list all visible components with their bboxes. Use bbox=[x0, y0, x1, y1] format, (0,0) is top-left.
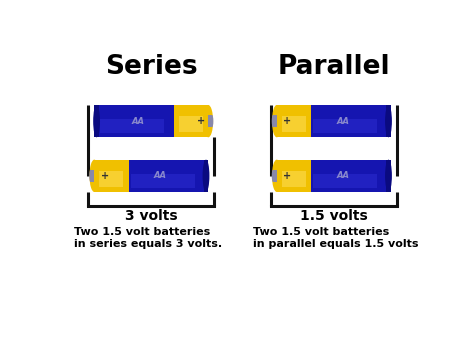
Bar bbox=[94, 160, 208, 192]
Text: AA: AA bbox=[154, 171, 167, 180]
Bar bbox=[282, 171, 306, 187]
Bar bbox=[94, 105, 99, 137]
Ellipse shape bbox=[93, 105, 100, 137]
Bar bbox=[386, 105, 391, 137]
Bar bbox=[277, 160, 311, 192]
Ellipse shape bbox=[272, 115, 274, 127]
Bar bbox=[313, 174, 377, 188]
Ellipse shape bbox=[203, 105, 213, 137]
Text: 1.5 volts: 1.5 volts bbox=[300, 209, 368, 223]
Text: AA: AA bbox=[132, 117, 145, 126]
Bar bbox=[204, 160, 208, 192]
Ellipse shape bbox=[272, 170, 274, 182]
Bar bbox=[100, 119, 164, 133]
Bar bbox=[94, 105, 208, 137]
Bar bbox=[277, 105, 311, 137]
Bar bbox=[273, 170, 277, 182]
Bar bbox=[277, 160, 391, 192]
Bar bbox=[94, 160, 128, 192]
Ellipse shape bbox=[211, 115, 213, 127]
Bar bbox=[273, 115, 277, 127]
Ellipse shape bbox=[385, 105, 392, 137]
Ellipse shape bbox=[90, 160, 99, 192]
Ellipse shape bbox=[272, 160, 282, 192]
Bar bbox=[282, 116, 306, 132]
Text: Parallel: Parallel bbox=[277, 54, 390, 80]
Text: +: + bbox=[100, 171, 109, 181]
Text: AA: AA bbox=[337, 171, 349, 180]
Bar bbox=[277, 105, 391, 137]
Text: Two 1.5 volt batteries
in parallel equals 1.5 volts: Two 1.5 volt batteries in parallel equal… bbox=[253, 228, 419, 249]
Ellipse shape bbox=[202, 160, 210, 192]
Ellipse shape bbox=[89, 170, 91, 182]
Bar bbox=[100, 171, 123, 187]
Bar bbox=[208, 115, 212, 127]
Ellipse shape bbox=[385, 160, 392, 192]
Text: Two 1.5 volt batteries
in series equals 3 volts.: Two 1.5 volt batteries in series equals … bbox=[74, 228, 222, 249]
Bar bbox=[179, 116, 203, 132]
Ellipse shape bbox=[272, 105, 282, 137]
Bar bbox=[313, 119, 377, 133]
Text: +: + bbox=[197, 116, 205, 126]
Bar bbox=[174, 105, 208, 137]
Text: +: + bbox=[283, 116, 291, 126]
Bar bbox=[131, 174, 195, 188]
Text: Series: Series bbox=[105, 54, 198, 80]
Text: 3 volts: 3 volts bbox=[125, 209, 178, 223]
Bar bbox=[91, 170, 94, 182]
Text: +: + bbox=[283, 171, 291, 181]
Bar bbox=[386, 160, 391, 192]
Text: AA: AA bbox=[337, 117, 349, 126]
